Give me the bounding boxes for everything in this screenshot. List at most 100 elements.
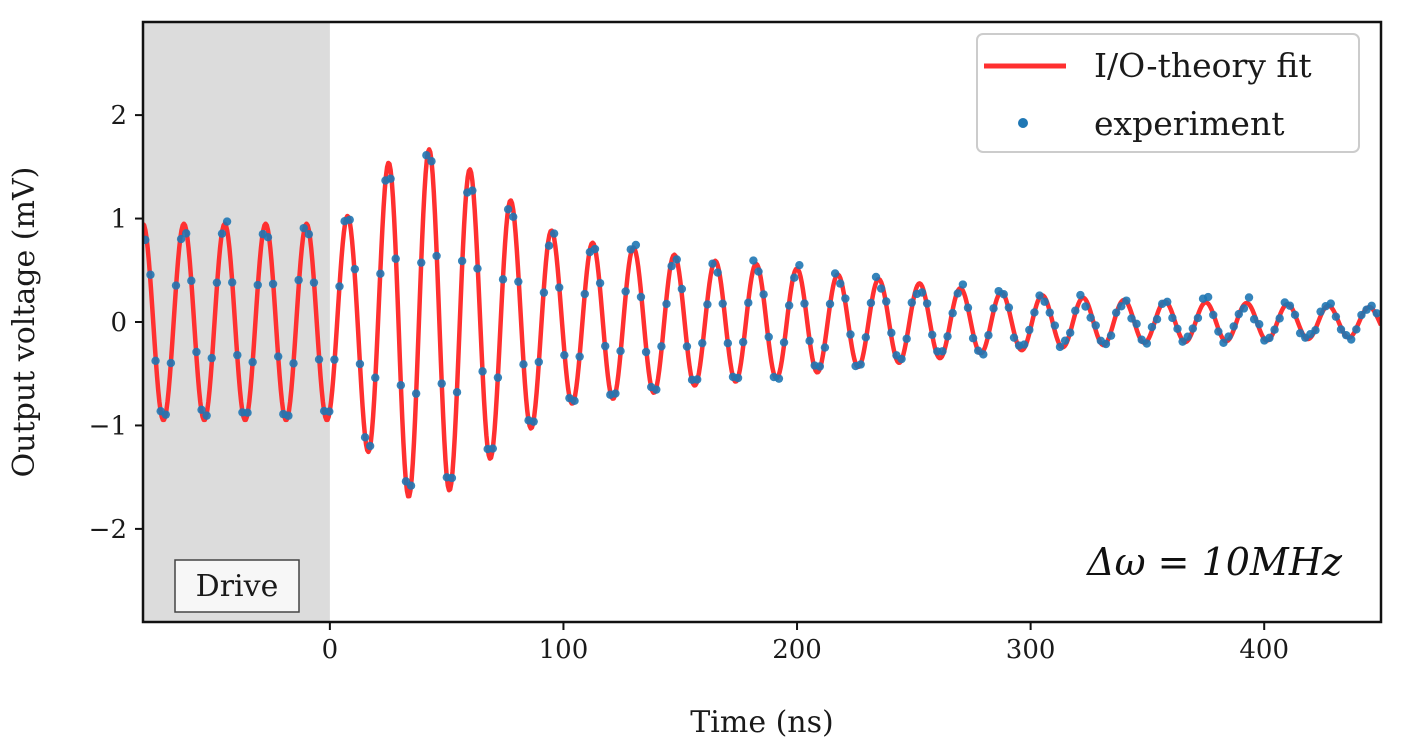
experiment-point bbox=[1203, 292, 1213, 302]
experiment-point bbox=[1060, 336, 1070, 345]
experiment-point bbox=[928, 330, 937, 339]
experiment-point bbox=[641, 347, 651, 357]
experiment-point bbox=[917, 288, 927, 297]
experiment-point bbox=[1045, 308, 1054, 317]
x-tick-label: 200 bbox=[772, 635, 822, 665]
experiment-point bbox=[509, 212, 518, 221]
experiment-point bbox=[514, 277, 523, 286]
experiment-point bbox=[836, 279, 845, 288]
experiment-point bbox=[662, 299, 671, 309]
experiment-point bbox=[611, 389, 620, 398]
experiment-point bbox=[815, 362, 825, 371]
experiment-point bbox=[1142, 339, 1152, 348]
experiment-point bbox=[922, 299, 932, 308]
experiment-point bbox=[166, 358, 176, 368]
experiment-point bbox=[534, 357, 543, 367]
y-tick-label: 2 bbox=[110, 101, 127, 131]
experiment-point bbox=[1009, 333, 1019, 342]
experiment-point bbox=[744, 298, 753, 307]
experiment-point bbox=[1372, 309, 1381, 318]
experiment-point bbox=[299, 223, 308, 233]
experiment-point bbox=[350, 264, 360, 274]
experiment-point bbox=[795, 260, 804, 270]
experiment-point bbox=[192, 347, 201, 357]
experiment-point bbox=[345, 215, 354, 224]
experiment-point bbox=[790, 273, 799, 282]
experiment-point bbox=[882, 297, 891, 306]
experiment-point bbox=[386, 174, 395, 183]
experiment-point bbox=[764, 332, 773, 342]
experiment-point bbox=[1290, 310, 1300, 319]
experiment-point bbox=[1101, 339, 1111, 349]
experiment-point bbox=[1219, 338, 1228, 347]
experiment-point bbox=[1147, 322, 1157, 332]
experiment-point bbox=[968, 334, 978, 343]
experiment-point bbox=[1331, 312, 1341, 321]
experiment-point bbox=[1209, 310, 1218, 320]
experiment-point bbox=[1106, 331, 1116, 340]
experiment-point bbox=[376, 269, 385, 278]
experiment-point bbox=[555, 283, 564, 292]
experiment-point bbox=[621, 287, 630, 296]
experiment-point bbox=[1214, 327, 1223, 336]
experiment-point bbox=[360, 433, 370, 442]
experiment-point bbox=[411, 389, 421, 398]
experiment-point bbox=[963, 303, 973, 312]
experiment-point bbox=[207, 353, 216, 363]
experiment-point bbox=[820, 343, 830, 352]
experiment-point bbox=[805, 336, 814, 346]
experiment-point bbox=[825, 299, 835, 309]
experiment-point bbox=[417, 258, 426, 267]
legend-box bbox=[976, 33, 1360, 153]
x-tick-label: 400 bbox=[1239, 635, 1289, 665]
experiment-point bbox=[657, 342, 666, 351]
experiment-point bbox=[1065, 328, 1075, 337]
experiment-point bbox=[197, 405, 206, 414]
experiment-point bbox=[371, 373, 380, 382]
experiment-point bbox=[212, 278, 222, 287]
experiment-point bbox=[938, 347, 947, 356]
experiment-point bbox=[182, 229, 191, 238]
x-tick-label: 100 bbox=[539, 635, 589, 665]
experiment-point bbox=[1122, 296, 1131, 305]
experiment-point bbox=[754, 267, 763, 276]
experiment-point bbox=[143, 235, 150, 245]
experiment-point bbox=[692, 375, 702, 384]
experiment-point bbox=[907, 298, 916, 307]
experiment-point bbox=[708, 259, 717, 268]
x-axis-ticks: 0 100 200 300 400 bbox=[322, 622, 1289, 665]
experiment-point bbox=[473, 264, 482, 273]
experiment-point bbox=[1040, 297, 1049, 306]
experiment-point bbox=[493, 373, 503, 382]
experiment-point bbox=[902, 334, 911, 343]
experiment-point bbox=[452, 388, 462, 397]
experiment-point bbox=[738, 337, 748, 347]
experiment-point bbox=[161, 410, 170, 419]
experiment-point bbox=[580, 289, 589, 299]
experiment-point bbox=[1127, 314, 1136, 323]
experiment-point bbox=[1076, 290, 1085, 300]
experiment-point bbox=[841, 294, 850, 303]
experiment-point bbox=[1168, 313, 1177, 323]
experiment-point bbox=[519, 360, 528, 369]
experiment-point bbox=[856, 360, 865, 369]
experiment-point bbox=[248, 357, 257, 367]
legend-experiment-label: experiment bbox=[1094, 104, 1284, 143]
experiment-point bbox=[503, 205, 513, 214]
experiment-point bbox=[1347, 335, 1356, 344]
experiment-point bbox=[457, 256, 467, 266]
experiment-point bbox=[1265, 333, 1274, 343]
experiment-point bbox=[396, 381, 406, 390]
experiment-point bbox=[549, 229, 559, 238]
experiment-point bbox=[1035, 291, 1044, 300]
x-tick-label: 0 bbox=[322, 635, 339, 665]
experiment-point bbox=[304, 230, 314, 239]
experiment-point bbox=[325, 407, 334, 416]
experiment-point bbox=[876, 284, 886, 293]
experiment-point bbox=[422, 151, 431, 160]
experiment-point bbox=[1193, 313, 1203, 323]
experiment-point bbox=[498, 275, 508, 284]
experiment-point bbox=[1152, 315, 1162, 324]
experiment-point bbox=[539, 288, 549, 297]
